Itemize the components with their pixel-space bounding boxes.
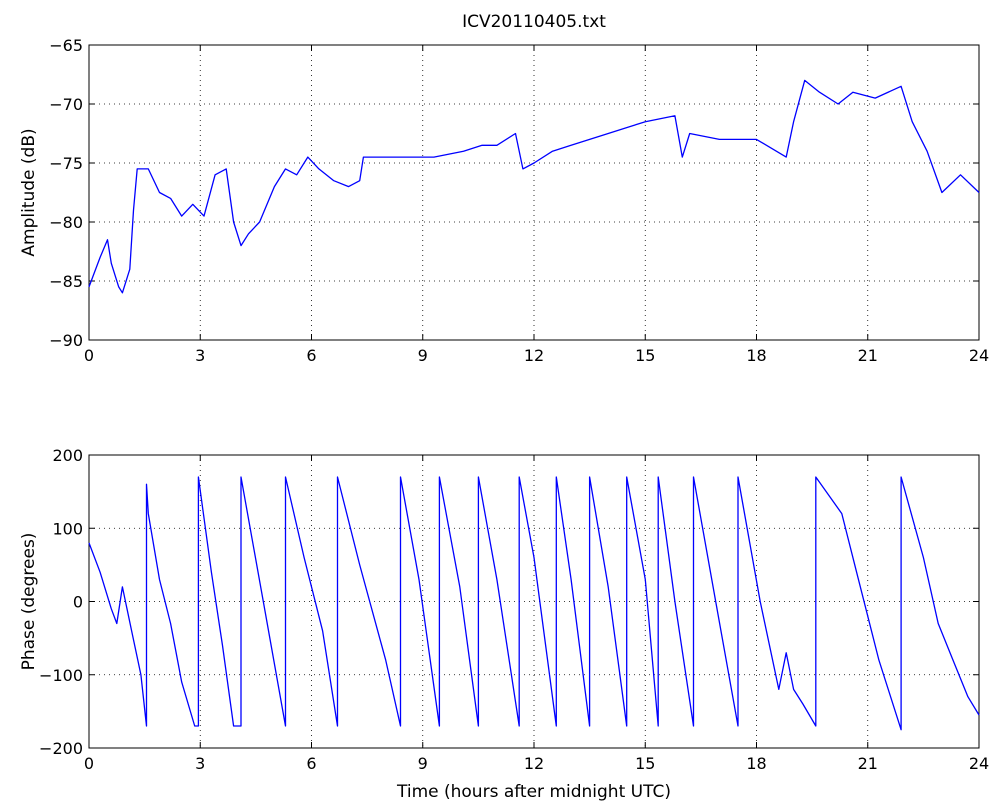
phase-x-tick-label: 15 bbox=[635, 754, 655, 773]
amplitude-x-tick-label: 18 bbox=[746, 346, 766, 365]
amplitude-x-tick-label: 9 bbox=[418, 346, 428, 365]
phase-x-tick-label: 9 bbox=[418, 754, 428, 773]
amplitude-y-axis-label: Amplitude (dB) bbox=[19, 128, 39, 256]
phase-y-tick-label: −200 bbox=[39, 739, 83, 758]
amplitude-y-tick-label: −70 bbox=[49, 95, 83, 114]
amplitude-plot: 0 3 6 9 12 15 18 21 24 −90 −85 −80 −75 −70 −65 Amplitud… bbox=[19, 36, 989, 365]
phase-plot: 0 3 6 9 12 15 18 21 24 −200 −100 0 100 200 Phase (degr… bbox=[19, 446, 989, 802]
phase-y-tick-label: 200 bbox=[52, 446, 83, 465]
phase-x-axis-label: Time (hours after midnight UTC) bbox=[396, 782, 671, 802]
phase-x-tick-label: 21 bbox=[858, 754, 878, 773]
amplitude-y-tick-label: −85 bbox=[49, 272, 83, 291]
phase-y-axis-label: Phase (degrees) bbox=[19, 533, 39, 671]
phase-y-tick-label: −100 bbox=[39, 666, 83, 685]
amplitude-x-tick-label: 3 bbox=[195, 346, 205, 365]
phase-x-tick-label: 24 bbox=[969, 754, 989, 773]
amplitude-x-tick-label: 15 bbox=[635, 346, 655, 365]
amplitude-x-tick-label: 0 bbox=[84, 346, 94, 365]
amplitude-x-tick-label: 21 bbox=[858, 346, 878, 365]
figure-title: ICV20110405.txt bbox=[462, 12, 606, 32]
phase-x-tick-label: 18 bbox=[746, 754, 766, 773]
phase-x-tick-label: 3 bbox=[195, 754, 205, 773]
amplitude-y-tick-label: −80 bbox=[49, 213, 83, 232]
amplitude-y-tick-label: −75 bbox=[49, 154, 83, 173]
amplitude-y-tick-label: −65 bbox=[49, 36, 83, 55]
phase-y-tick-label: 100 bbox=[52, 519, 83, 538]
phase-series-line-0 bbox=[88, 476, 980, 731]
amplitude-x-tick-label: 12 bbox=[524, 346, 544, 365]
amplitude-series-line-0 bbox=[88, 79, 980, 294]
phase-x-tick-label: 0 bbox=[84, 754, 94, 773]
amplitude-y-tick-label: −90 bbox=[49, 331, 83, 350]
phase-x-tick-label: 6 bbox=[306, 754, 316, 773]
amplitude-x-tick-label: 6 bbox=[306, 346, 316, 365]
phase-y-tick-label: 0 bbox=[73, 593, 83, 612]
phase-x-tick-label: 12 bbox=[524, 754, 544, 773]
amplitude-x-tick-label: 24 bbox=[969, 346, 989, 365]
